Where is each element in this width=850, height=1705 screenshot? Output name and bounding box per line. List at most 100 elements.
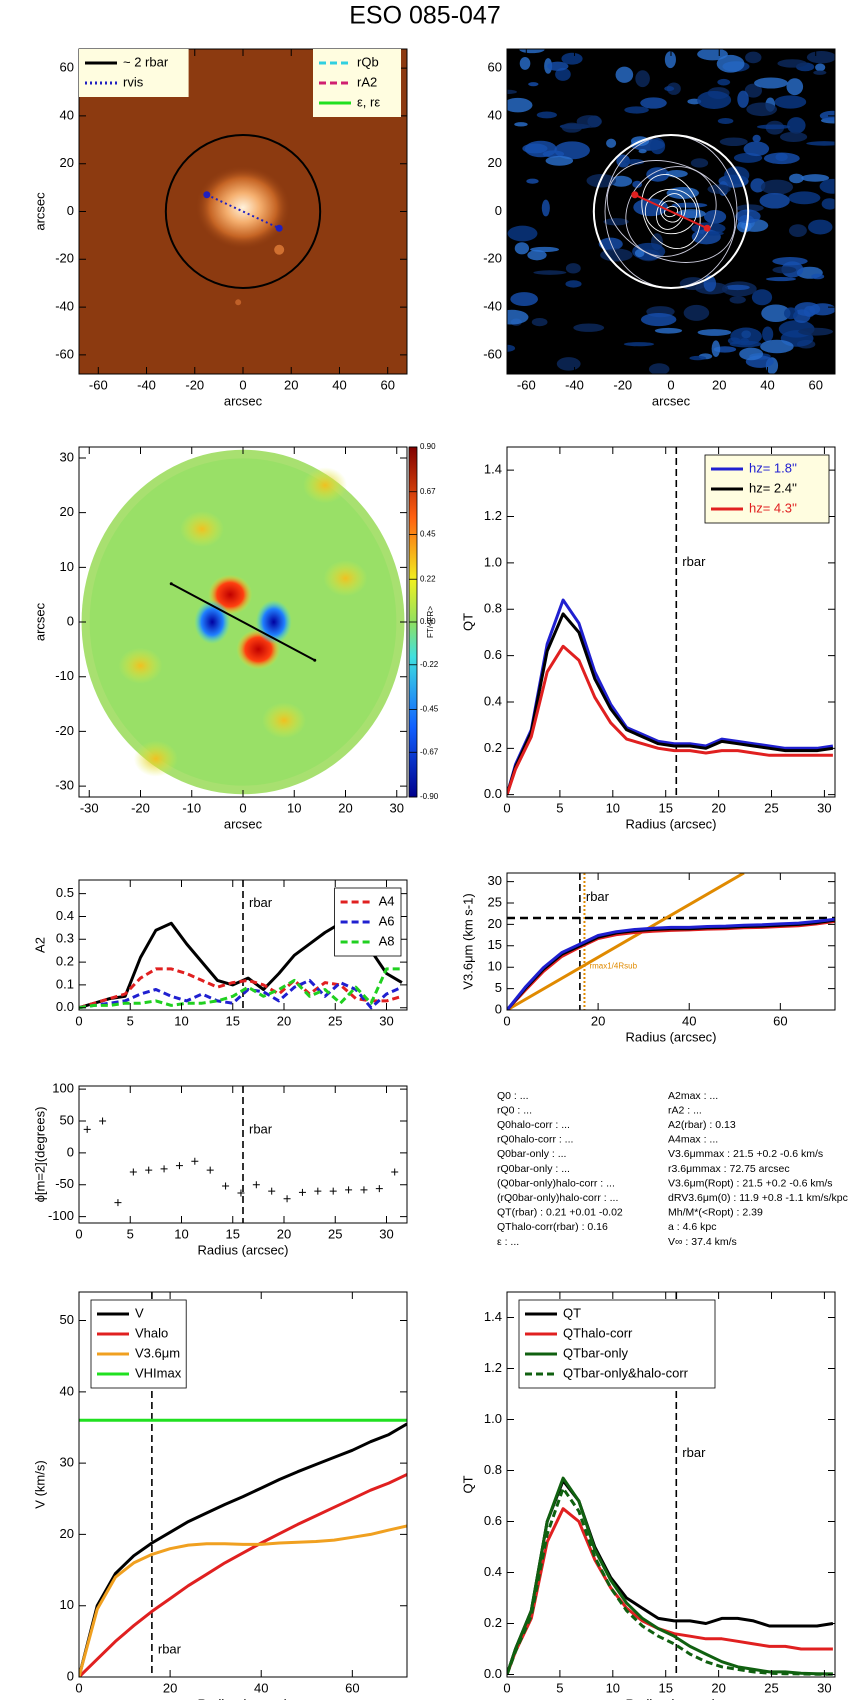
y-tick-label: -40 [55,299,74,314]
image-texture [759,192,790,209]
image-texture [527,249,547,261]
y-tick-label: -20 [55,251,74,266]
x-axis-label: Radius (arcsec) [197,1696,288,1700]
x-tick-label: 20 [712,377,726,392]
image-texture [664,86,675,92]
data-point [237,1189,245,1197]
parameter-text: A4max : ... [668,1134,718,1146]
x-axis-label: Radius (arcsec) [625,816,716,831]
colorbar-tick-label: -0.67 [420,747,439,756]
contour [625,166,717,257]
image-texture [815,63,826,72]
parameter-text: r3.6μmmax : 72.75 arcsec [668,1163,790,1175]
y-tick-label: -100 [48,1208,74,1223]
y-tick-label: 0.2 [484,740,502,755]
image-texture [725,284,750,291]
colorbar-tick-label: 0.67 [420,487,436,496]
legend-label: QT [563,1305,581,1320]
image-texture [561,122,583,133]
legend-label: hz= 1.8'' [749,460,797,475]
legend: V Vhalo V3.6μm VHImax [90,1299,187,1389]
image-texture [664,51,676,69]
series-line [507,873,745,1010]
bar-axis [206,193,280,230]
y-tick-label: 0 [67,1144,74,1159]
image-texture [603,218,629,226]
x-tick-label: -60 [89,377,108,392]
legend-box [313,49,401,117]
y-tick-label: 0.0 [484,1666,502,1681]
y-tick-label: 0 [67,1668,74,1683]
image-texture [772,257,808,266]
x-tick-label: 25 [764,800,778,815]
y-tick-label: -50 [55,1176,74,1191]
colorbar-tick-label: 0.00 [420,617,436,626]
image-texture [507,309,529,325]
image-texture [536,111,557,119]
y-tick-label: 20 [488,155,502,170]
x-tick-label: 30 [817,800,831,815]
x-tick-label: 0 [75,1680,82,1695]
image-texture [783,307,798,320]
y-tick-label: 1.0 [484,554,502,569]
image-texture [729,296,746,304]
legend-label: ε, rε [357,94,380,109]
image-texture [737,90,749,108]
y-axis-label: V3.6μm (km s-1) [460,893,475,989]
x-tick-label: 10 [606,800,620,815]
series-line [507,919,835,1010]
image-texture [555,67,571,81]
image-texture [689,355,707,361]
circle-radius [592,134,750,289]
data-point [191,1157,199,1165]
legend-label: Vhalo [135,1325,168,1340]
y-tick-label: 0 [67,613,74,628]
y-tick-label: 20 [60,155,74,170]
series-line [79,978,403,1010]
image-texture [752,134,761,143]
contour [644,188,698,235]
legend: hz= 1.8'' hz= 2.4'' hz= 4.3'' [704,454,830,524]
image-texture [751,289,773,306]
y-tick-label: 0.6 [484,1513,502,1528]
legend-label: rQb [357,54,379,69]
legend-label: A4 [379,893,395,908]
rbar-label: rbar [249,1121,273,1136]
colorbar-tick-label: -0.22 [420,660,439,669]
x-axis-label: Radius (arcsec) [197,1242,288,1257]
y-tick-label: -20 [483,251,502,266]
colorbar-label: FT/<FR> [426,606,435,638]
image-texture [565,263,581,274]
image-texture [606,138,617,148]
legend-label: hz= 2.4'' [749,480,797,495]
y-tick-label: 0.2 [56,954,74,969]
y-axis-label: ϕ[m=2](degrees) [32,1107,47,1203]
y-tick-label: 30 [60,449,74,464]
image-texture [526,178,539,184]
y-tick-label: -40 [483,299,502,314]
image-texture [786,78,804,96]
y-tick-label: 30 [60,1455,74,1470]
parameter-text: Q0 : ... [497,1090,529,1102]
parameter-text: QThalo-corr(rbar) : 0.16 [497,1221,608,1233]
x-tick-label: -20 [613,377,632,392]
legend: ~ 2 rbar rvis [79,49,189,97]
y-axis-label: A2 [32,937,47,953]
y-tick-label: 0 [495,203,502,218]
image-texture [789,173,804,184]
x-tick-label: 15 [226,1013,240,1028]
plot-area [507,1292,834,1677]
data-point [206,1166,214,1174]
x-tick-label: -30 [80,800,99,815]
image-texture [760,179,794,195]
x-tick-label: 20 [711,800,725,815]
y-tick-label: 20 [488,916,502,931]
axes-frame [506,872,836,1011]
parameter-text: Q0halo-corr : ... [497,1119,570,1131]
parameter-text: (Q0bar-only)halo-corr : ... [497,1177,615,1189]
image-texture [697,49,728,61]
image-texture [533,270,567,275]
y-tick-label: 60 [488,60,502,75]
